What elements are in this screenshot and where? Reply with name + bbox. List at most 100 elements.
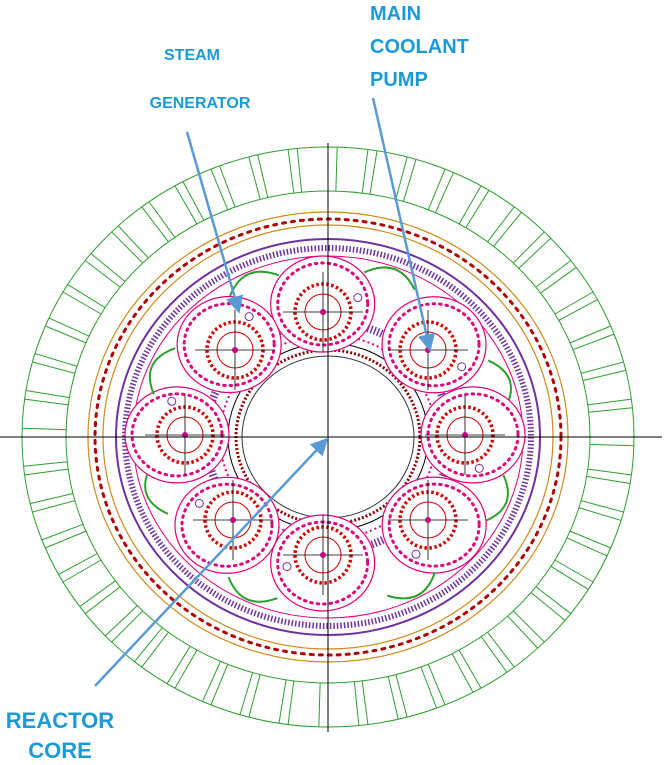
segment-line bbox=[141, 206, 169, 243]
segment-line bbox=[427, 664, 446, 706]
center bbox=[425, 517, 431, 523]
segment-line bbox=[518, 237, 552, 269]
segment-line bbox=[32, 500, 76, 513]
segment-line bbox=[58, 553, 98, 575]
center bbox=[230, 517, 236, 523]
segment-line bbox=[248, 156, 261, 200]
segment-line bbox=[257, 154, 269, 198]
lobe bbox=[381, 476, 487, 574]
segment-line bbox=[487, 631, 515, 668]
segment-line bbox=[530, 592, 566, 621]
segment-line bbox=[335, 147, 338, 192]
segment-line bbox=[287, 680, 295, 725]
segment-line bbox=[387, 676, 399, 720]
segment-line bbox=[174, 649, 198, 689]
segment-line bbox=[24, 398, 69, 406]
segment-line bbox=[507, 615, 539, 649]
segment-line bbox=[134, 627, 163, 662]
lobe-dots bbox=[180, 482, 274, 568]
label: CORE bbox=[28, 738, 92, 763]
segment-line bbox=[572, 333, 615, 351]
segment-line bbox=[278, 679, 287, 724]
segment-line bbox=[458, 649, 482, 689]
label: COOLANT bbox=[370, 36, 469, 58]
segment-line bbox=[45, 325, 87, 344]
segment-line bbox=[239, 672, 254, 715]
nozzle bbox=[244, 312, 254, 322]
segment-line bbox=[535, 586, 572, 614]
segment-line bbox=[580, 500, 624, 513]
green-bracket bbox=[483, 474, 509, 523]
segment-line bbox=[480, 636, 508, 673]
segment-line bbox=[174, 185, 198, 225]
segment-line bbox=[182, 181, 205, 221]
segment-line bbox=[45, 530, 87, 549]
nozzle bbox=[353, 293, 363, 303]
lobe bbox=[174, 476, 280, 574]
segment-line bbox=[210, 664, 229, 706]
segment-line bbox=[296, 148, 303, 193]
green-bracket bbox=[386, 571, 436, 600]
segment-line bbox=[22, 427, 67, 431]
segment-line bbox=[23, 461, 68, 467]
segment-line bbox=[535, 260, 572, 288]
green-bracket bbox=[227, 576, 278, 603]
segment-line bbox=[111, 231, 144, 264]
segment-line bbox=[62, 559, 102, 583]
segment-line bbox=[554, 559, 594, 583]
segment-line bbox=[84, 586, 121, 614]
segment-line bbox=[402, 159, 417, 202]
nozzle bbox=[194, 498, 204, 508]
center bbox=[320, 309, 326, 315]
segment-line bbox=[62, 291, 102, 315]
segment-line bbox=[550, 565, 589, 590]
segment-line bbox=[578, 507, 622, 521]
segment-line bbox=[166, 645, 191, 684]
segment-line bbox=[30, 493, 74, 505]
segment-line bbox=[218, 165, 236, 208]
segment-line bbox=[540, 267, 577, 294]
label: REACTOR bbox=[6, 708, 114, 733]
segment-line bbox=[587, 468, 632, 476]
segment-line bbox=[493, 212, 522, 247]
label: STEAM bbox=[164, 47, 220, 64]
center bbox=[320, 552, 326, 558]
lobe bbox=[176, 295, 282, 394]
segment-line bbox=[512, 231, 545, 264]
segment-line bbox=[48, 317, 90, 337]
segment-line bbox=[84, 260, 121, 288]
label: MAIN bbox=[370, 3, 421, 25]
segment-line bbox=[202, 661, 221, 702]
nozzle bbox=[457, 362, 467, 372]
segment-line bbox=[117, 225, 149, 259]
lobe-dots bbox=[387, 302, 481, 388]
green-bracket bbox=[148, 347, 176, 395]
segment-line bbox=[141, 631, 169, 668]
nozzle bbox=[411, 549, 421, 559]
segment-line bbox=[587, 398, 632, 406]
segment-line bbox=[90, 253, 126, 282]
segment-line bbox=[451, 653, 474, 693]
segment-line bbox=[420, 666, 438, 709]
segment-line bbox=[435, 172, 454, 213]
segment-line bbox=[395, 674, 408, 718]
segment-line bbox=[558, 299, 598, 321]
segment-line bbox=[104, 605, 138, 637]
green-bracket bbox=[363, 266, 416, 291]
segment-line bbox=[569, 325, 611, 344]
segment-line bbox=[210, 168, 229, 210]
segment-line bbox=[248, 674, 261, 718]
lobe bbox=[381, 296, 487, 394]
segment-line bbox=[554, 291, 594, 315]
segment-line bbox=[41, 523, 84, 541]
segment-line bbox=[111, 610, 144, 643]
segment-line bbox=[586, 475, 631, 484]
segment-line bbox=[580, 361, 624, 374]
label: GENERATOR bbox=[150, 95, 251, 112]
segment-line bbox=[582, 369, 626, 381]
segment-line bbox=[458, 185, 482, 225]
segment-line bbox=[25, 390, 70, 399]
lobe-dots bbox=[387, 482, 481, 568]
segment-line bbox=[369, 150, 378, 195]
